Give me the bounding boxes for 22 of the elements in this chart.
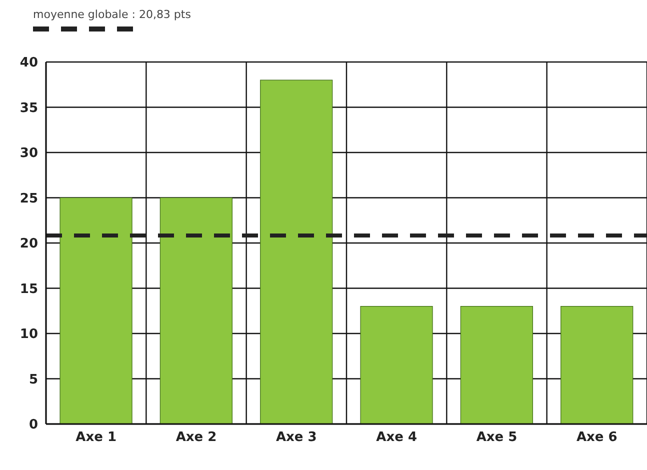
y-tick-label: 35 — [20, 100, 38, 116]
bar — [460, 306, 533, 424]
y-tick-label: 40 — [20, 56, 38, 71]
bar — [160, 197, 232, 424]
x-tick-label: Axe 3 — [276, 430, 317, 446]
ref-line-label: moyenne globale : 20,83 pts — [33, 8, 191, 21]
bar — [60, 197, 132, 424]
y-tick-label: 10 — [20, 327, 38, 342]
y-tick-label: 20 — [20, 236, 38, 252]
y-tick-label: 25 — [20, 191, 38, 206]
x-tick-label: Axe 4 — [376, 430, 418, 446]
y-tick-label: 30 — [20, 146, 38, 162]
x-tick-label: Axe 6 — [576, 430, 618, 446]
y-tick-label: 0 — [28, 418, 38, 433]
x-tick-label: Axe 1 — [76, 430, 117, 446]
y-tick-label: 5 — [28, 372, 38, 388]
bar — [560, 306, 634, 424]
bar — [260, 80, 333, 424]
y-tick-label: 15 — [20, 282, 38, 297]
x-tick-label: Axe 2 — [176, 430, 217, 446]
bar — [360, 306, 433, 424]
x-tick-label: Axe 5 — [476, 430, 518, 446]
